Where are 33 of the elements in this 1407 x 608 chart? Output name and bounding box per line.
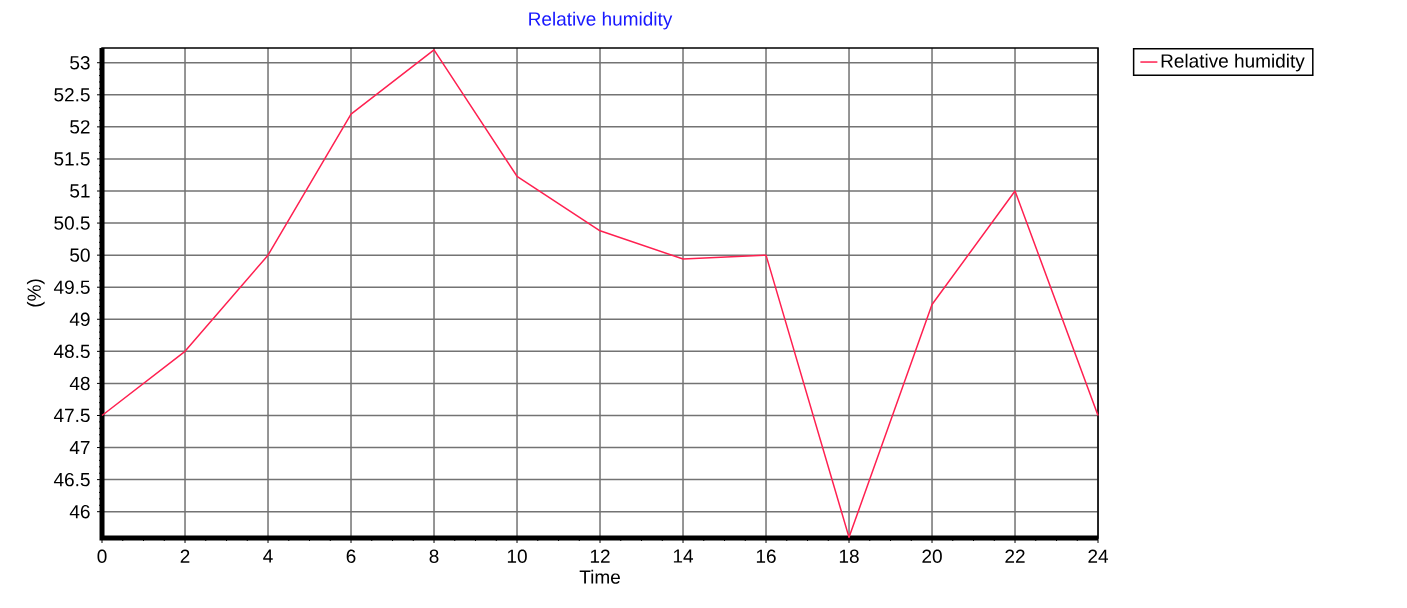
y-tick-label: 46	[69, 504, 90, 519]
chart-title: Relative humidity	[529, 11, 673, 30]
y-tick-label: 48	[69, 376, 90, 391]
y-tick-label: 48.5	[53, 344, 90, 359]
line-series	[101, 49, 1099, 539]
y-tick-label: 51.5	[54, 152, 90, 166]
y-tick-label: 51	[70, 184, 90, 198]
y-tick-label: 50.5	[54, 216, 90, 230]
x-tick-label: 10	[507, 549, 527, 563]
y-tick-label: 52	[70, 120, 90, 134]
y-tick-label: 52.5	[54, 88, 90, 102]
y-tick-label: 50	[70, 248, 90, 262]
y-tick-label: 49	[69, 312, 90, 327]
x-tick-label: 14	[673, 549, 694, 563]
legend-label: Relative humidity	[1161, 53, 1305, 72]
x-tick-label: 16	[756, 549, 776, 563]
x-tick-label: 22	[1005, 549, 1025, 563]
x-tick-label: 4	[263, 549, 273, 563]
y-tick-label: 49.5	[53, 280, 90, 294]
x-tick-label: 6	[346, 549, 356, 563]
x-axis-title: Time	[579, 569, 620, 584]
y-tick-label: 47.5	[53, 408, 90, 423]
x-tick-label: 18	[839, 549, 859, 563]
x-tick-label: 2	[180, 549, 190, 563]
x-tick-label: 24	[1088, 549, 1109, 563]
x-tick-label: 12	[590, 549, 610, 563]
y-axis-title: (%)	[26, 279, 45, 307]
x-tick-label: 20	[922, 549, 942, 563]
y-tick-label: 53	[70, 56, 90, 70]
x-tick-label: 8	[429, 549, 439, 563]
x-tick-label: 0	[97, 549, 107, 563]
y-tick-label: 46.5	[53, 472, 90, 487]
y-tick-label: 47	[69, 441, 90, 455]
